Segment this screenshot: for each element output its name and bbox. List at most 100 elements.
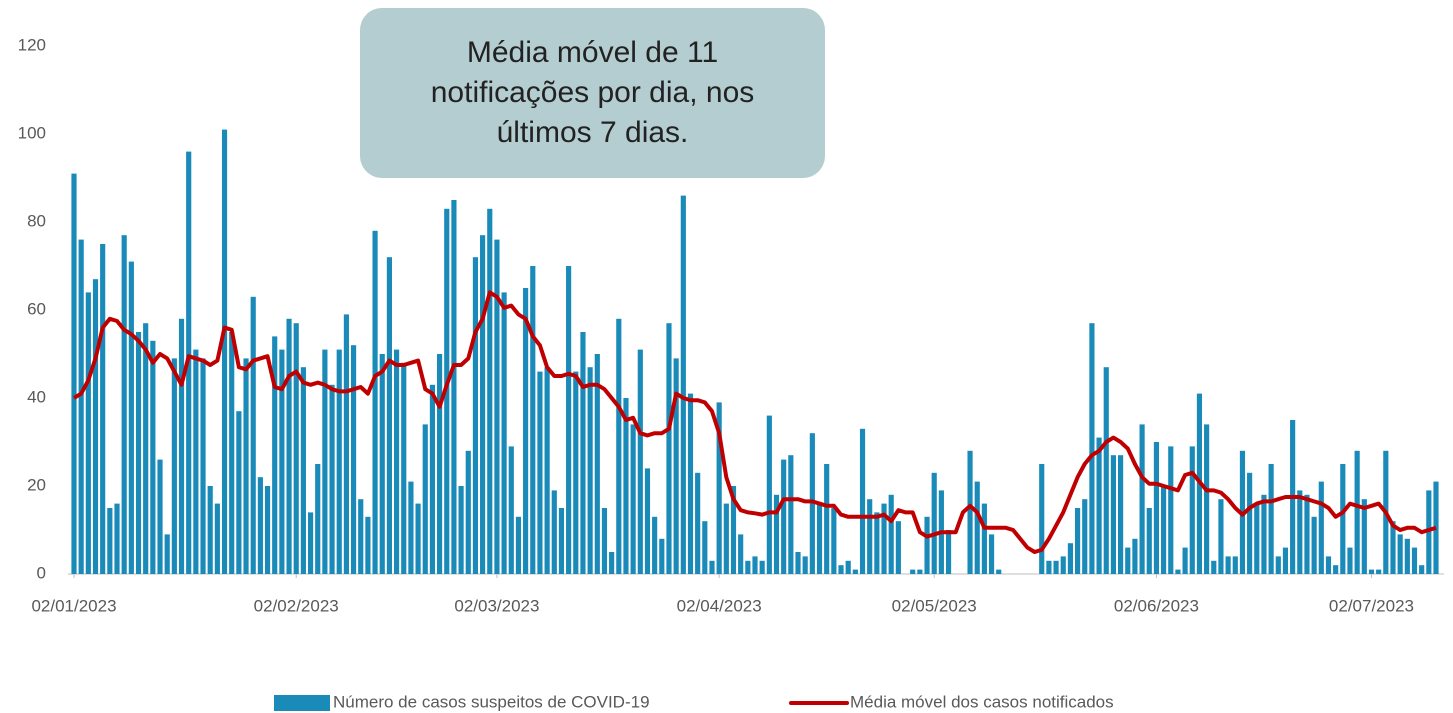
bar: [680, 195, 686, 574]
bar: [1146, 508, 1152, 574]
bar: [895, 521, 901, 574]
legend-label: Média móvel dos casos notificados: [850, 692, 1114, 711]
bar: [702, 521, 708, 574]
bar: [759, 560, 765, 574]
bar: [809, 433, 815, 574]
bar: [644, 468, 651, 574]
bar: [1218, 499, 1224, 574]
bar: [1082, 499, 1088, 574]
bar: [358, 499, 364, 574]
y-tick-label: 80: [27, 211, 46, 230]
bar: [343, 314, 349, 574]
bar: [1333, 565, 1339, 574]
bar: [1204, 424, 1210, 574]
bar: [523, 288, 529, 574]
bar: [293, 323, 299, 574]
bar: [530, 266, 536, 574]
bar: [92, 279, 99, 574]
bar: [257, 477, 263, 574]
bar: [1268, 464, 1274, 574]
bar: [451, 200, 457, 574]
bar: [831, 508, 837, 574]
bar: [558, 508, 565, 574]
bar: [795, 552, 801, 574]
bar: [243, 358, 249, 574]
bar: [1390, 521, 1396, 574]
y-tick-label: 0: [37, 563, 46, 582]
bar: [1110, 455, 1117, 574]
bar: [1153, 442, 1160, 574]
bar: [221, 129, 228, 574]
bar: [816, 503, 823, 574]
bar: [1325, 556, 1332, 574]
bar: [788, 455, 794, 574]
bar: [838, 565, 844, 574]
bar: [881, 503, 887, 574]
legend-swatch: [274, 695, 330, 711]
bar: [401, 362, 407, 574]
bar: [365, 516, 371, 574]
bar: [164, 534, 170, 574]
bar: [1340, 464, 1346, 574]
bar: [515, 516, 522, 574]
bar: [566, 266, 572, 574]
bar: [193, 349, 199, 574]
bar: [1175, 569, 1181, 574]
bar: [429, 384, 436, 574]
bar: [745, 560, 751, 574]
bar: [551, 490, 557, 574]
bar: [315, 464, 321, 574]
bar: [1096, 437, 1102, 574]
bar: [1067, 543, 1073, 574]
bar: [1060, 556, 1066, 574]
bar: [85, 292, 91, 574]
bar: [272, 336, 278, 574]
bar: [974, 481, 980, 574]
legend-label: Número de casos suspeitos de COVID-19: [333, 692, 650, 711]
bar: [236, 411, 242, 574]
bar: [100, 244, 106, 574]
bar: [465, 450, 471, 574]
x-tick-label: 02/06/2023: [1114, 596, 1199, 615]
bar: [988, 534, 995, 574]
bar: [207, 486, 213, 574]
bar: [1368, 569, 1375, 574]
bar: [229, 332, 235, 574]
bar: [1074, 508, 1081, 574]
bar: [1046, 560, 1052, 574]
bar: [687, 393, 694, 574]
bar: [630, 424, 636, 574]
bar: [1039, 464, 1045, 574]
bar: [1189, 446, 1195, 574]
bar: [393, 349, 400, 574]
bar: [587, 367, 593, 574]
bar: [178, 318, 185, 574]
bar: [1132, 538, 1138, 574]
bar: [1053, 560, 1059, 574]
bar: [845, 560, 851, 574]
bar: [874, 512, 880, 574]
y-tick-label: 120: [18, 35, 46, 54]
bar: [121, 235, 127, 574]
bar: [300, 367, 306, 574]
bar: [372, 230, 378, 575]
bar: [996, 569, 1002, 574]
bar: [250, 296, 256, 574]
bar: [824, 464, 830, 574]
bar: [652, 516, 658, 574]
y-tick-label: 60: [27, 299, 46, 318]
bar: [1404, 538, 1410, 574]
bar: [1168, 446, 1174, 574]
bar: [1347, 547, 1353, 574]
bar: [601, 508, 608, 574]
bar: [709, 560, 715, 574]
bar: [1376, 569, 1382, 574]
bar: [379, 354, 385, 574]
bar: [773, 494, 780, 574]
bar: [307, 512, 314, 574]
bar: [695, 472, 701, 574]
bar: [537, 371, 543, 574]
bar: [336, 349, 342, 574]
y-tick-label: 40: [27, 387, 46, 406]
